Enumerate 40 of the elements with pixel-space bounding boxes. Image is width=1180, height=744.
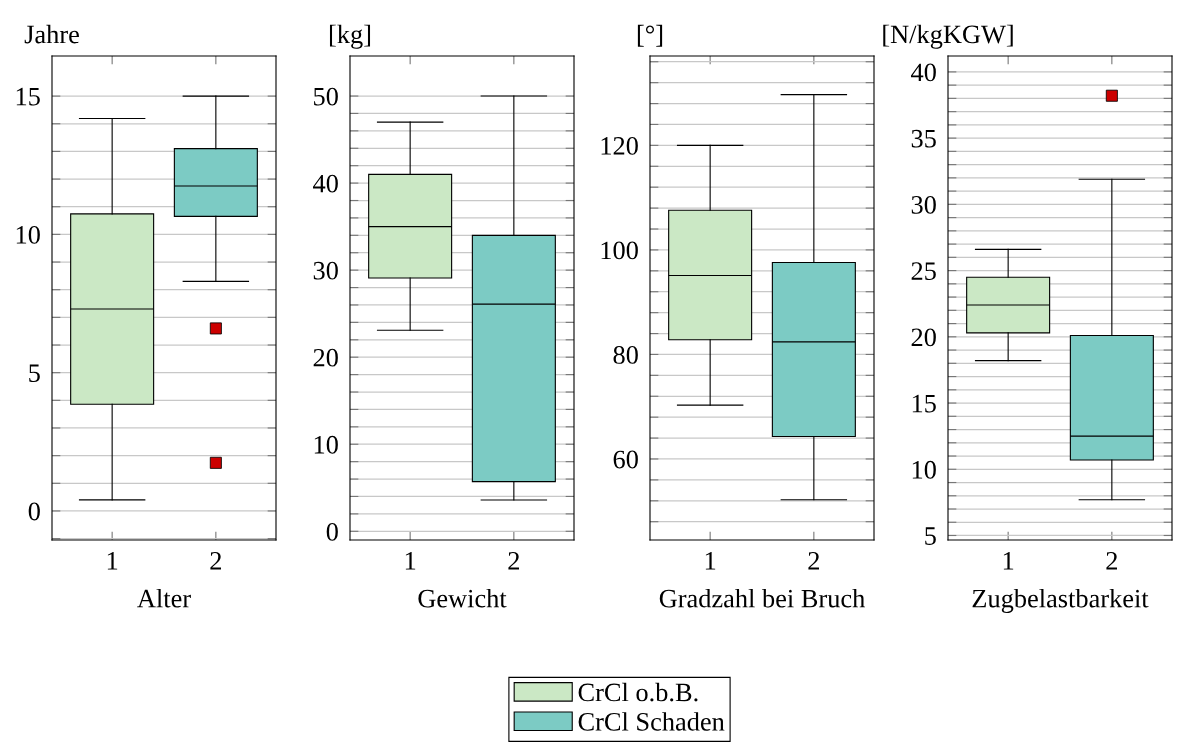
x-axis-title: Zugbelastbarkeit xyxy=(972,588,1149,613)
y-axis-title: [°] xyxy=(637,24,663,47)
y-tick-label: 5 xyxy=(925,527,936,545)
y-tick-label: 120 xyxy=(601,136,638,155)
x-tick-label: 2 xyxy=(1106,551,1117,570)
x-tick-label: 2 xyxy=(508,551,519,570)
y-tick-label: 20 xyxy=(911,328,936,347)
y-tick-label: 100 xyxy=(601,241,638,260)
y-tick-label: 35 xyxy=(911,129,936,148)
x-tick-label: 1 xyxy=(107,552,118,570)
y-tick-label: 5 xyxy=(29,364,40,383)
x-axis-title: Alter xyxy=(137,588,191,608)
x-tick-label: 1 xyxy=(405,552,416,570)
y-tick-label: 10 xyxy=(16,226,40,244)
y-tick-label: 0 xyxy=(326,522,338,541)
y-tick-label: 10 xyxy=(314,435,338,454)
y-tick-label: 30 xyxy=(313,261,338,280)
y-tick-label: 30 xyxy=(911,195,936,214)
x-tick-label: 2 xyxy=(808,551,819,570)
x-tick-label: 2 xyxy=(210,551,221,570)
x-axis-title: Gewicht xyxy=(418,588,507,608)
y-tick-label: 15 xyxy=(912,394,936,413)
y-tick-label: 15 xyxy=(16,87,40,106)
y-tick-label: 40 xyxy=(313,174,338,193)
y-tick-label: 40 xyxy=(911,63,936,82)
y-tick-label: 20 xyxy=(313,348,338,367)
y-tick-label: 80 xyxy=(613,346,638,364)
y-tick-label: 60 xyxy=(613,450,638,469)
legend-label: CrCl o.b.B. xyxy=(578,682,698,702)
legend-label: CrCl Schaden xyxy=(578,712,725,731)
y-axis-title: Jahre xyxy=(24,24,79,44)
x-axis-title: Gradzahl bei Bruch xyxy=(659,588,865,608)
y-axis-title: [kg] xyxy=(329,24,371,49)
y-tick-label: 10 xyxy=(912,460,936,479)
y-tick-label: 0 xyxy=(28,502,40,521)
y-tick-label: 50 xyxy=(314,87,338,106)
x-tick-label: 1 xyxy=(1003,552,1014,570)
x-tick-label: 1 xyxy=(705,552,716,570)
y-tick-label: 25 xyxy=(911,262,936,280)
y-axis-title: [N/kgKGW] xyxy=(883,24,1013,49)
